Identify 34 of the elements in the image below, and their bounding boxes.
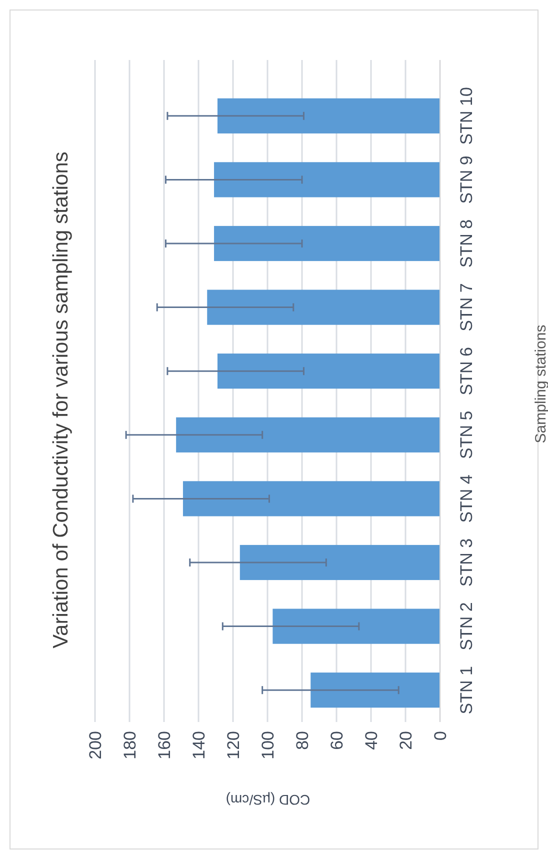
x-tick-label: 200 [86, 731, 105, 760]
y-tick-label: STN 4 [456, 474, 476, 523]
bar [214, 162, 440, 198]
bar [217, 354, 440, 389]
bar [182, 481, 440, 516]
bar [240, 544, 440, 580]
bar [217, 98, 440, 134]
text: Variation of Conductivity for various sampling stations [49, 152, 72, 648]
y-tick-label: STN 2 [456, 602, 476, 650]
x-tick-label: 120 [224, 731, 243, 760]
x-tick-label: 20 [396, 731, 416, 750]
y-tick-label: STN 8 [456, 219, 476, 268]
y-tick-label: STN 9 [456, 156, 476, 204]
x-tick-label: 40 [362, 731, 381, 750]
x-tick-label: 60 [327, 731, 346, 750]
y-tick-label: STN 5 [456, 410, 476, 459]
y-tick-label: STN 10 [456, 87, 476, 145]
x-axis-title: COD (µS/cm) [226, 792, 310, 808]
bar [207, 290, 440, 325]
x-tick-label: 100 [258, 731, 278, 760]
bar [310, 672, 440, 708]
bar [272, 608, 440, 644]
bar [214, 226, 440, 262]
x-tick-label: 160 [154, 731, 174, 760]
x-tick-label: 180 [120, 731, 140, 760]
x-tick-label: 140 [189, 731, 208, 760]
bar [176, 417, 440, 452]
y-tick-label: STN 6 [456, 347, 476, 396]
x-tick-label: 0 [430, 731, 450, 740]
y-axis-title: Sampling stations [532, 324, 548, 444]
x-tick-label: 80 [292, 731, 312, 750]
y-tick-label: STN 3 [456, 538, 476, 587]
y-tick-label: STN 1 [456, 666, 476, 714]
y-tick-label: STN 7 [456, 283, 476, 332]
